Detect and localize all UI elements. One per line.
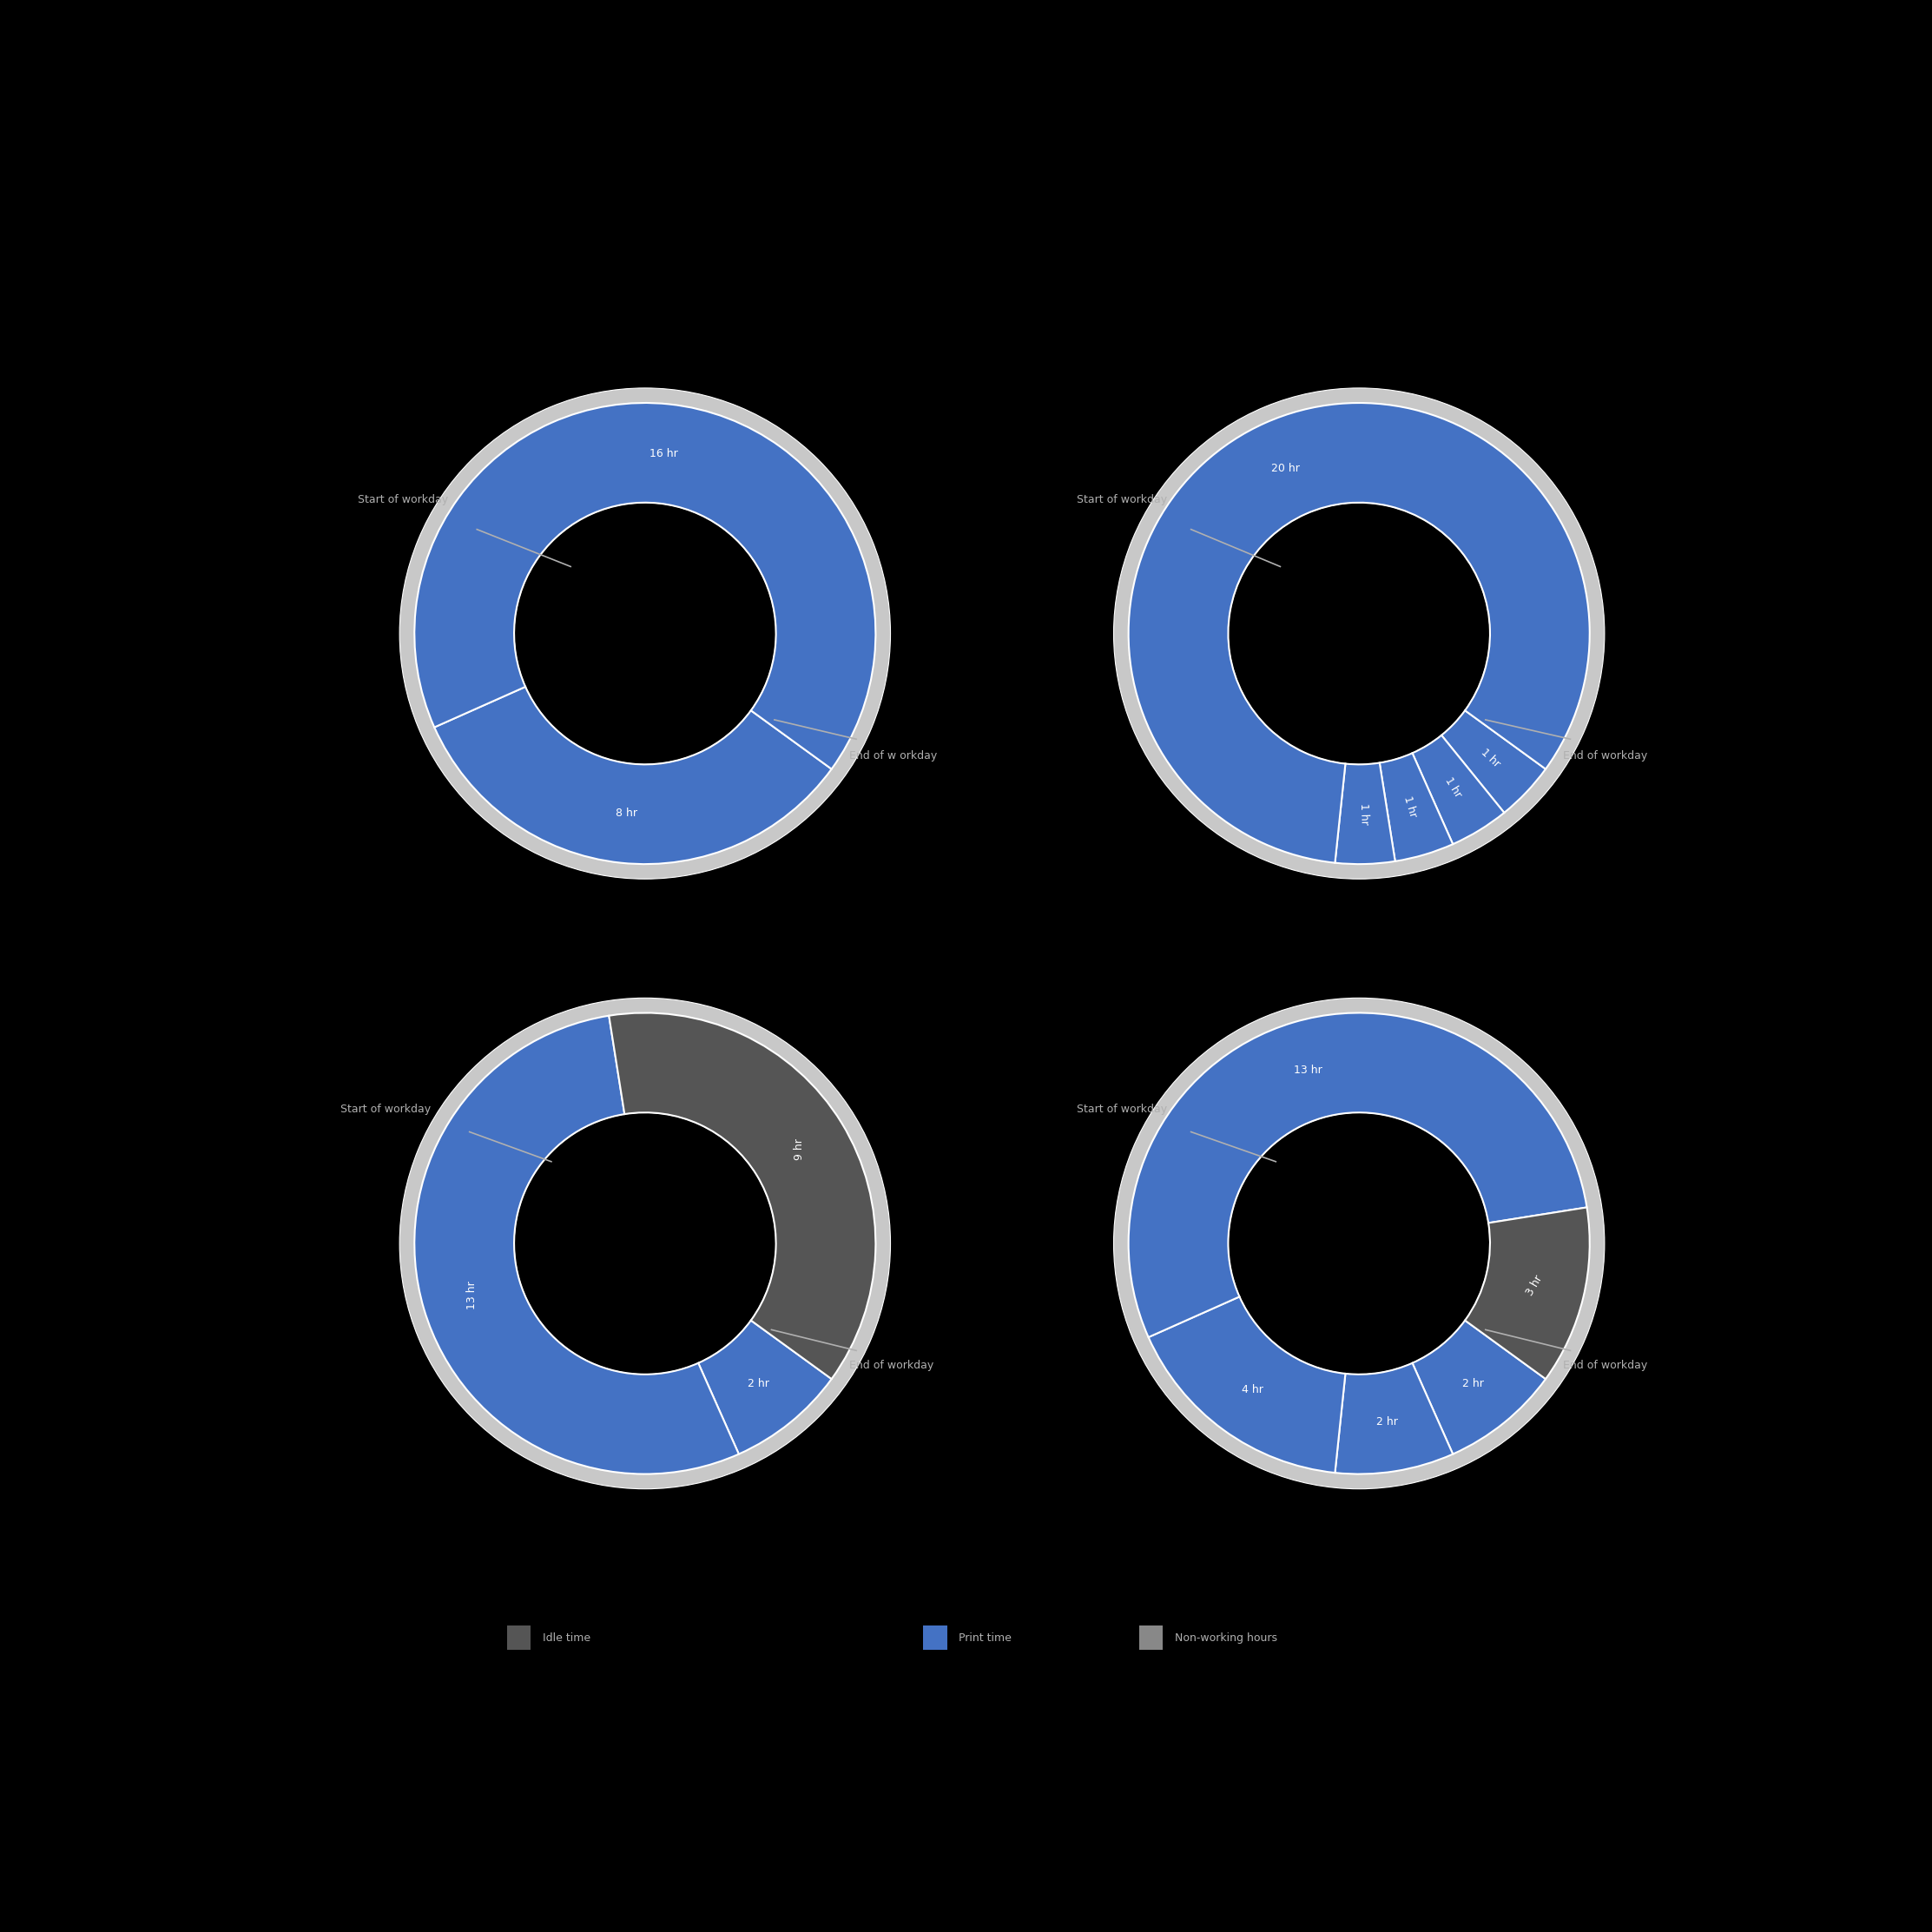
Wedge shape [1441,711,1546,813]
Text: End of w orkday: End of w orkday [848,750,937,761]
Wedge shape [1412,736,1505,844]
Text: End of workday: End of workday [848,1360,933,1372]
Bar [1140,1625,1163,1650]
Wedge shape [400,388,891,879]
Text: 1 hr: 1 hr [1358,804,1370,825]
Text: 13 hr: 13 hr [466,1281,477,1310]
Wedge shape [697,1320,831,1455]
Text: 8 hr: 8 hr [614,808,638,819]
Text: Start of workday: Start of workday [340,1103,431,1115]
Text: Start of workday: Start of workday [357,495,448,506]
Text: 2 hr: 2 hr [748,1378,769,1389]
Text: End of workday: End of workday [1563,1360,1648,1372]
Wedge shape [435,686,831,864]
Wedge shape [415,404,875,769]
Wedge shape [1379,753,1453,862]
Text: 20 hr: 20 hr [1271,464,1300,473]
Wedge shape [415,1016,738,1474]
Wedge shape [1335,1364,1453,1474]
Bar [923,1625,947,1650]
Wedge shape [1335,763,1395,864]
Text: End of workday: End of workday [1563,750,1648,761]
Text: 3 hr: 3 hr [1524,1273,1546,1298]
Wedge shape [1128,1012,1586,1337]
Text: 4 hr: 4 hr [1242,1383,1264,1395]
Text: 1 hr: 1 hr [1443,775,1464,800]
Text: 1 hr: 1 hr [1478,746,1501,769]
Wedge shape [1464,1208,1590,1379]
Bar [506,1625,531,1650]
Text: Non-working hours: Non-working hours [1175,1633,1277,1644]
Wedge shape [400,999,891,1490]
Text: Idle time: Idle time [543,1633,591,1644]
Wedge shape [1412,1320,1546,1455]
Wedge shape [1113,388,1605,879]
Text: 13 hr: 13 hr [1294,1065,1321,1076]
Wedge shape [1113,999,1605,1490]
Text: 1 hr: 1 hr [1403,794,1418,819]
Wedge shape [1148,1296,1345,1472]
Text: 2 hr: 2 hr [1463,1378,1484,1389]
Wedge shape [609,1012,875,1379]
Wedge shape [1128,404,1590,864]
Text: Start of workday: Start of workday [1076,1103,1167,1115]
Text: 2 hr: 2 hr [1378,1416,1399,1428]
Text: Start of workday: Start of workday [1076,495,1167,506]
Text: 9 hr: 9 hr [794,1138,806,1159]
Text: 16 hr: 16 hr [649,448,678,460]
Text: Print time: Print time [958,1633,1012,1644]
